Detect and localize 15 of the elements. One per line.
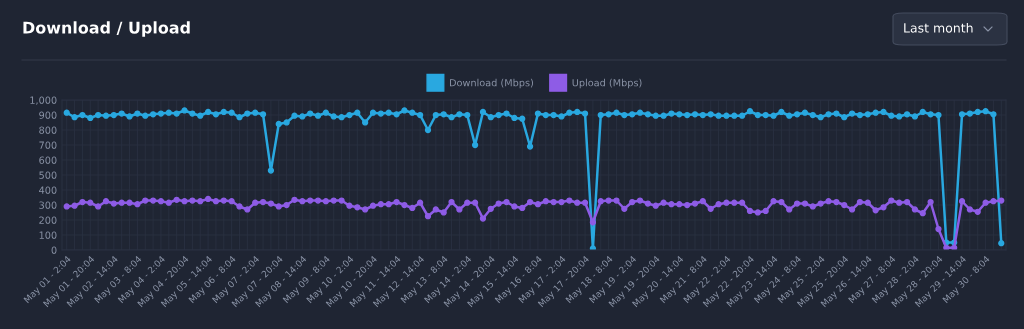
y-tick-label: 600 [39, 156, 57, 164]
y-tick-label: 200 [39, 216, 57, 224]
text: Last month [904, 22, 973, 33]
chart-title: Download / Upload [23, 21, 190, 37]
legend-label: Upload (Mbps) [572, 78, 642, 89]
y-tick-label: 900 [39, 111, 57, 119]
y-tick-label: 300 [39, 201, 57, 209]
y-tick-label: 0 [51, 246, 57, 254]
y-tick-label: 100 [39, 231, 57, 239]
y-tick-label: 700 [39, 141, 57, 149]
legend-label: Download (Mbps) [449, 78, 533, 89]
y-tick-label: 800 [39, 126, 57, 134]
y-tick-label: 1,000 [30, 96, 57, 105]
y-tick-label: 400 [39, 186, 57, 194]
y-tick-label: 500 [39, 171, 57, 179]
